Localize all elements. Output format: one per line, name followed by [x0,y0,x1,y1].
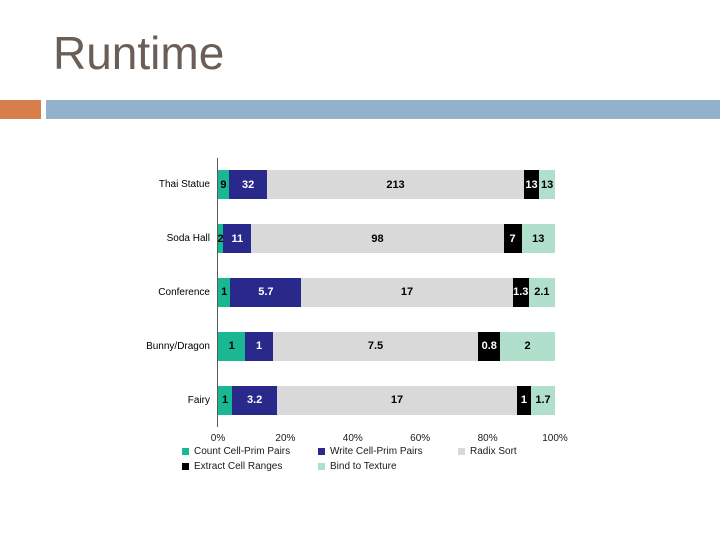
bar-segment: 1 [218,331,246,361]
bar-value-label: 1.3 [513,286,529,299]
category-label: Conference [158,286,210,298]
bar-value-label: 17 [390,394,404,407]
legend-item: Count Cell-Prim Pairs [182,446,318,457]
chart-row: Soda Hall 2 11 98 7 13 [0,212,555,266]
stacked-bar: 9 32 213 13 13 [218,170,555,200]
bar-value-label: 2 [524,340,531,353]
stacked-bar: 2 11 98 7 13 [217,224,555,254]
category-label: Fairy [187,394,210,406]
bar-segment: 5.7 [230,277,302,307]
bar-value-label: 17 [400,286,414,299]
chart-row: Bunny/Dragon 1 1 7.5 0.8 2 [0,319,555,373]
bar-segment: 13 [523,170,540,200]
x-tick-label: 60% [410,433,431,444]
x-tick-label: 40% [342,433,363,444]
bar-segment: 17 [301,277,513,307]
x-tick-label: 20% [275,433,296,444]
legend-label: Count Cell-Prim Pairs [194,446,291,457]
bar-value-label: 1 [228,340,235,353]
bar-value-label: 5.7 [258,286,274,299]
x-tick-label: 0% [210,433,226,444]
title-divider-orange-block [0,100,41,119]
chart-row: Thai Statue 9 32 213 13 13 [0,158,555,212]
bar-segment: 1 [218,385,233,415]
category-axis-line [217,158,218,427]
bar-segment: 13 [521,224,555,254]
bar-value-label: 7.5 [367,340,384,353]
chart-row: Conference 1 5.7 17 1.3 2.1 [0,266,555,320]
bar-segment: 3.2 [232,385,278,415]
bar-value-label: 1 [256,340,263,353]
bar-segment: 13 [539,170,555,200]
category-label: Soda Hall [166,233,210,245]
bar-value-label: 9 [220,178,227,191]
legend-color-swatch [458,448,465,455]
bar-segment: 1.3 [512,277,529,307]
legend-label: Radix Sort [470,446,517,457]
stacked-bar: 1 3.2 17 1 1.7 [218,385,555,415]
bar-value-label: 1 [221,286,228,299]
slide-title: Runtime [53,27,225,79]
category-label: Bunny/Dragon [146,340,210,352]
legend-color-swatch [318,448,325,455]
runtime-stacked-bar-chart: Thai Statue 9 32 213 13 13 Soda Hall 2 11 98 7 13 Co… [0,158,720,488]
bar-value-label: 13 [541,178,554,191]
legend-label: Bind to Texture [330,461,397,472]
legend-label: Extract Cell Ranges [194,461,283,472]
legend-color-swatch [182,448,189,455]
bar-value-label: 2.1 [534,286,550,299]
bar-segment: 11 [223,224,252,254]
bar-segment: 1 [245,331,273,361]
legend-item: Write Cell-Prim Pairs [318,446,458,457]
bar-segment: 17 [277,385,517,415]
bar-value-label: 1 [221,394,229,407]
bar-value-label: 13 [525,178,538,191]
title-divider-blue-bar [46,100,720,119]
legend-color-swatch [318,463,325,470]
bar-value-label: 213 [386,178,405,191]
bar-segment: 2 [500,331,555,361]
bar-segment: 32 [228,170,268,200]
chart-rows: Thai Statue 9 32 213 13 13 Soda Hall 2 11 98 7 13 Co… [0,158,555,427]
stacked-bar: 1 5.7 17 1.3 2.1 [218,277,555,307]
legend-item: Radix Sort [458,446,517,457]
bar-segment: 2.1 [528,277,555,307]
bar-value-label: 7 [509,232,516,245]
bar-segment: 2 [217,224,224,254]
category-label: Thai Statue [158,179,210,191]
bar-value-label: 1.7 [535,394,551,407]
x-axis-ticks: 0% 20% 40% 60% 80% 100% [211,433,568,445]
bar-value-label: 32 [241,178,255,191]
bar-value-label: 2 [217,232,224,245]
bar-value-label: 13 [532,232,545,245]
bar-value-label: 3.2 [246,394,263,407]
bar-segment: 1.7 [531,385,555,415]
chart-legend: Count Cell-Prim Pairs Write Cell-Prim Pai… [182,446,517,472]
stacked-bar: 1 1 7.5 0.8 2 [218,331,555,361]
chart-row: Fairy 1 3.2 17 1 1.7 [0,373,555,427]
x-tick-label: 80% [477,433,498,444]
bar-value-label: 11 [231,232,244,245]
bar-segment: 0.8 [478,331,501,361]
legend-item: Extract Cell Ranges [182,461,318,472]
x-tick-label: 100% [542,433,568,444]
legend-color-swatch [182,463,189,470]
bar-segment: 1 [218,277,231,307]
bar-segment: 98 [251,224,504,254]
bar-value-label: 98 [371,232,384,245]
bar-value-label: 0.8 [481,340,497,353]
bar-segment: 7.5 [272,331,479,361]
legend-item: Bind to Texture [318,461,458,472]
bar-segment: 213 [267,170,524,200]
bar-segment: 1 [516,385,531,415]
bar-segment: 9 [218,170,229,200]
bar-value-label: 1 [520,394,528,407]
legend-label: Write Cell-Prim Pairs [330,446,423,457]
bar-segment: 7 [503,224,522,254]
